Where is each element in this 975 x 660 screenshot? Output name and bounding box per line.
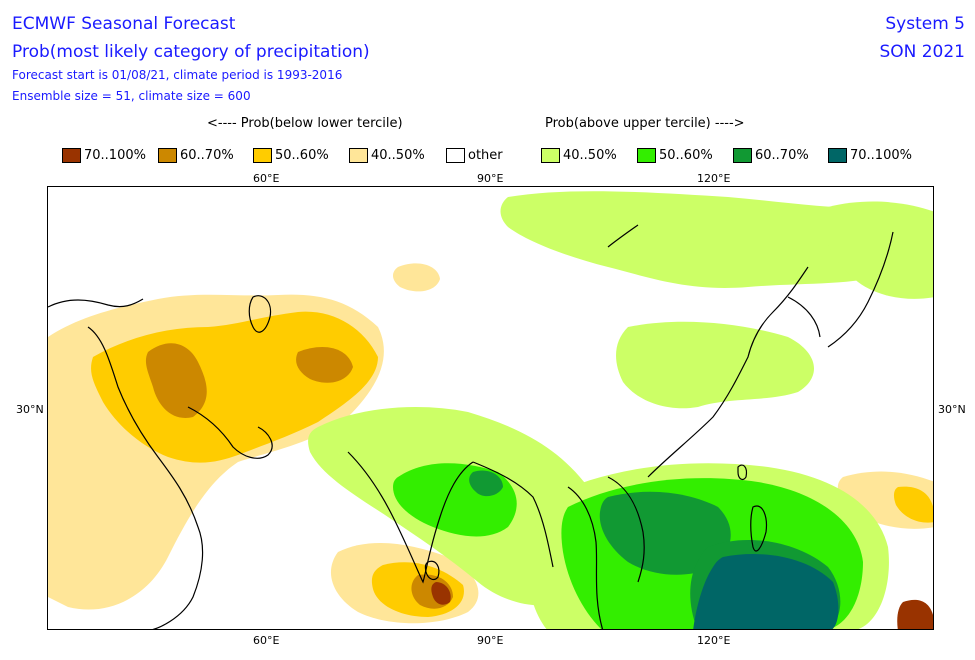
bottom-lon-label: 120°E: [697, 634, 731, 647]
coastline-bay-bengal: [472, 461, 554, 568]
legend-swatch: [253, 147, 272, 163]
coastline-korea: [787, 296, 821, 338]
region-40-50-small: [392, 263, 440, 292]
region-70-100-south-india: [431, 582, 451, 605]
legend-swatch: [62, 147, 81, 163]
legend-swatch: [733, 147, 752, 163]
legend-label: 70..100%: [84, 147, 146, 163]
region-40-50-above-japan: [823, 201, 933, 299]
season-label: SON 2021: [879, 42, 965, 62]
region-60-70-above-se: [599, 491, 731, 575]
coastline-china: [647, 266, 809, 478]
legend-label: 60..70%: [180, 147, 234, 163]
coastline-arabia: [87, 326, 204, 629]
top-lon-label: 120°E: [697, 172, 731, 185]
right-lat-label: 30°N: [938, 403, 966, 416]
map-panel[interactable]: [47, 186, 934, 630]
coastline-se-asia: [567, 486, 604, 629]
legend-below-heading: <---- Prob(below lower tercile): [207, 116, 403, 131]
top-lon-label: 90°E: [477, 172, 504, 185]
legend-item: 50..60%: [253, 147, 329, 163]
legend-label: 40..50%: [563, 147, 617, 163]
coastline-vietnam: [607, 476, 645, 583]
coastlines: [48, 224, 894, 629]
legend-item: 40..50%: [349, 147, 425, 163]
coastline-philippines: [750, 505, 768, 552]
legend-swatch: [637, 147, 656, 163]
coastline-gulf: [187, 406, 273, 459]
coastline-lake-baikal: [607, 224, 639, 248]
region-40-50-above-north: [500, 191, 928, 288]
legend-swatch: [541, 147, 560, 163]
above-tercile-regions: [308, 191, 933, 629]
bottom-lon-label: 60°E: [253, 634, 280, 647]
region-50-60-east: [893, 486, 933, 523]
legend-item: 60..70%: [733, 147, 809, 163]
legend-item: 70..100%: [62, 147, 146, 163]
map-canvas: [48, 191, 933, 629]
legend-label: 40..50%: [371, 147, 425, 163]
legend-label: 60..70%: [755, 147, 809, 163]
coastline-japan: [827, 231, 894, 348]
legend-item: 60..70%: [158, 147, 234, 163]
legend-item: 40..50%: [541, 147, 617, 163]
legend-swatch: [349, 147, 368, 163]
map-subtitle: Prob(most likely category of precipitati…: [12, 42, 370, 62]
ensemble-info: Ensemble size = 51, climate size = 600: [12, 89, 251, 103]
bottom-lon-label: 90°E: [477, 634, 504, 647]
coastline-mediterranean: [48, 298, 144, 308]
region-40-50-above-china: [616, 321, 815, 409]
coastline-india: [347, 451, 474, 584]
below-tercile-regions: [48, 263, 933, 629]
legend-label: 50..60%: [275, 147, 329, 163]
region-60-70-above-india: [469, 470, 503, 497]
coastline-caspian: [248, 295, 272, 333]
legend-label: 70..100%: [850, 147, 912, 163]
legend-above-heading: Prob(above upper tercile) ---->: [545, 116, 745, 131]
map-title: ECMWF Seasonal Forecast: [12, 14, 236, 34]
legend-label: 50..60%: [659, 147, 713, 163]
left-lat-label: 30°N: [16, 403, 44, 416]
coastline-taiwan: [737, 464, 748, 481]
legend-label: other: [468, 147, 503, 163]
system-label: System 5: [885, 14, 965, 34]
legend-swatch: [158, 147, 177, 163]
legend-item: other: [446, 147, 503, 163]
legend-item: 70..100%: [828, 147, 912, 163]
region-70-100-corner: [897, 599, 933, 629]
forecast-info: Forecast start is 01/08/21, climate peri…: [12, 68, 343, 82]
legend-item: 50..60%: [637, 147, 713, 163]
legend-swatch: [828, 147, 847, 163]
region-60-70-below: [145, 343, 207, 418]
region-70-100-above: [693, 554, 839, 629]
legend-swatch: [446, 147, 465, 163]
region-60-70-below-2: [296, 347, 353, 383]
top-lon-label: 60°E: [253, 172, 280, 185]
coastline-sri-lanka: [424, 560, 440, 581]
